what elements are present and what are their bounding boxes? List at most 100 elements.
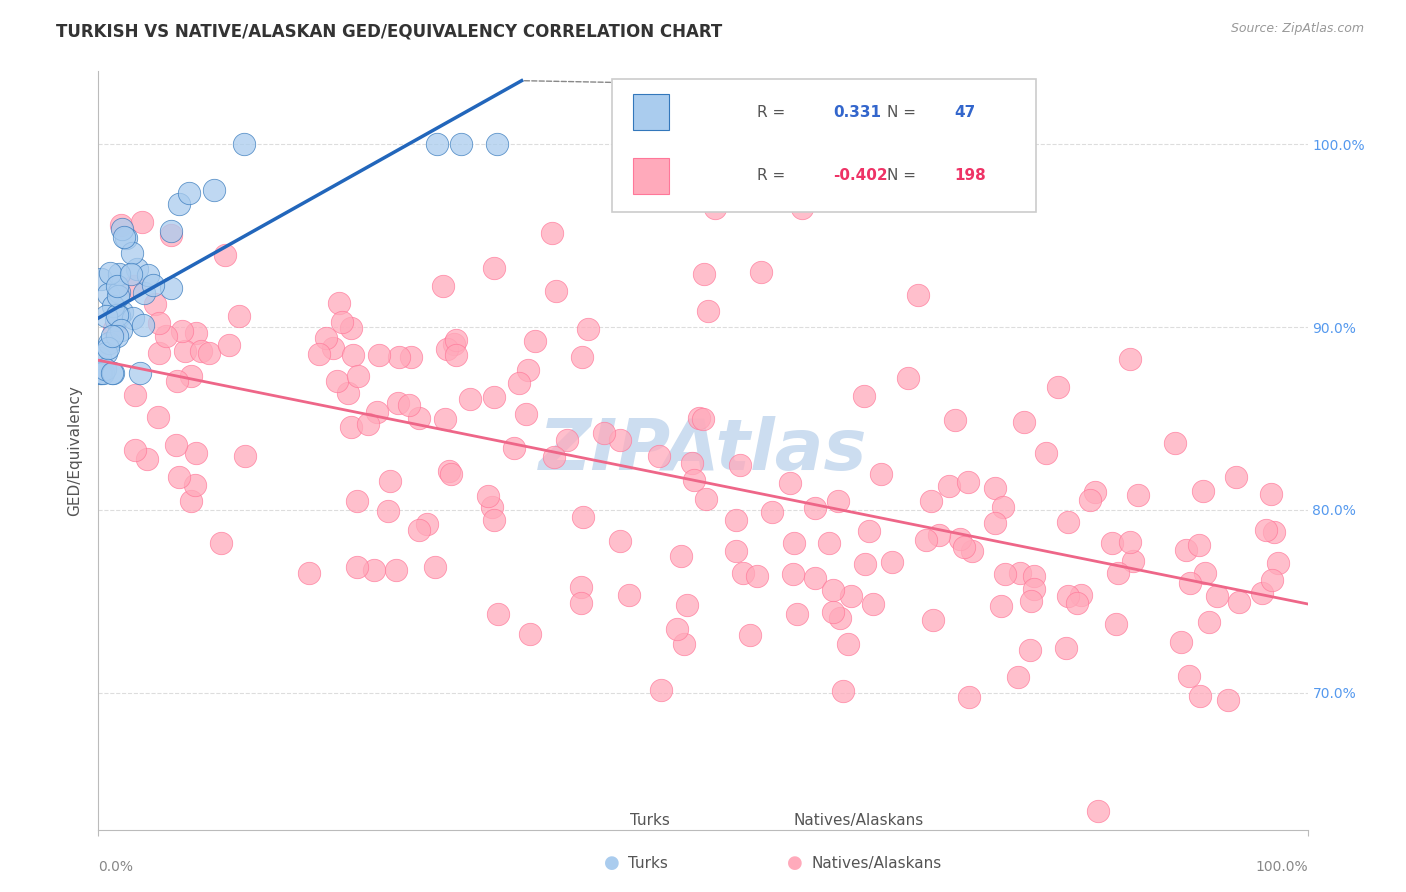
Point: [484, 390, 506, 404]
Point: [1188, 538, 1211, 552]
Point: [330, 315, 353, 329]
Point: [444, 333, 467, 347]
Point: [160, 224, 183, 238]
Point: [122, 279, 145, 293]
Point: [94, 310, 117, 324]
Point: [738, 628, 761, 642]
Point: [693, 267, 716, 281]
Point: [1191, 483, 1213, 498]
Point: [107, 328, 129, 343]
Point: [957, 690, 980, 704]
Point: [346, 560, 368, 574]
Point: [1066, 596, 1088, 610]
Text: R =: R =: [758, 169, 786, 184]
Point: [308, 347, 330, 361]
Text: N =: N =: [887, 104, 915, 120]
Point: [356, 417, 378, 431]
Point: [1024, 582, 1046, 596]
Point: [180, 368, 202, 383]
Point: [89, 366, 111, 380]
Point: [519, 627, 541, 641]
Point: [993, 500, 1015, 515]
Point: [1022, 569, 1045, 583]
Text: 0.0%: 0.0%: [98, 860, 134, 874]
Point: [837, 638, 859, 652]
Point: [515, 407, 537, 421]
Text: ZIPAtlas: ZIPAtlas: [538, 416, 868, 485]
Point: [1101, 536, 1123, 550]
Point: [484, 260, 506, 275]
Point: [1122, 553, 1144, 567]
Point: [1164, 436, 1187, 450]
Point: [328, 296, 350, 310]
Point: [120, 267, 142, 281]
Point: [131, 215, 153, 229]
Point: [177, 186, 200, 200]
Point: [1019, 593, 1042, 607]
Point: [378, 475, 401, 489]
Point: [155, 328, 177, 343]
Point: [322, 341, 344, 355]
Point: [782, 536, 804, 550]
Point: [1261, 573, 1284, 587]
Point: [232, 137, 254, 152]
Point: [104, 313, 127, 327]
Point: [108, 309, 131, 323]
Point: [110, 218, 132, 232]
Point: [880, 555, 903, 569]
Point: [367, 348, 389, 362]
Text: -0.402: -0.402: [834, 169, 889, 184]
Point: [692, 412, 714, 426]
Point: [110, 322, 132, 336]
Point: [725, 513, 748, 527]
Point: [458, 392, 481, 406]
Point: [920, 494, 942, 508]
Point: [672, 637, 695, 651]
Point: [124, 388, 146, 402]
Point: [166, 374, 188, 388]
Point: [571, 351, 593, 365]
Point: [747, 569, 769, 583]
Point: [387, 396, 409, 410]
Point: [1188, 690, 1211, 704]
Point: [907, 288, 929, 302]
Point: [1263, 524, 1285, 539]
Point: [297, 566, 319, 580]
Point: [366, 405, 388, 419]
Point: [956, 475, 979, 490]
Point: [167, 469, 190, 483]
Point: [101, 299, 124, 313]
Point: [576, 322, 599, 336]
Point: [481, 500, 503, 515]
Point: [704, 202, 727, 216]
Point: [943, 413, 966, 427]
Point: [399, 350, 422, 364]
Point: [990, 599, 1012, 613]
Point: [503, 442, 526, 456]
Point: [416, 517, 439, 532]
Text: R =: R =: [758, 104, 786, 120]
Point: [683, 474, 706, 488]
Point: [103, 322, 125, 336]
Point: [325, 374, 347, 388]
Point: [346, 494, 368, 508]
Point: [450, 137, 472, 152]
Text: Source: ZipAtlas.com: Source: ZipAtlas.com: [1230, 22, 1364, 36]
Point: [439, 467, 461, 481]
Point: [571, 510, 593, 524]
Point: [593, 425, 616, 440]
Point: [544, 284, 567, 298]
Point: [853, 557, 876, 571]
Point: [1260, 487, 1282, 501]
Point: [1178, 576, 1201, 591]
Text: N =: N =: [887, 169, 915, 184]
Point: [233, 449, 256, 463]
Point: [143, 297, 166, 311]
Point: [121, 311, 143, 326]
Point: [425, 559, 447, 574]
Point: [609, 533, 631, 548]
Point: [858, 524, 880, 539]
Point: [697, 303, 720, 318]
Point: [1225, 469, 1247, 483]
Point: [688, 410, 710, 425]
